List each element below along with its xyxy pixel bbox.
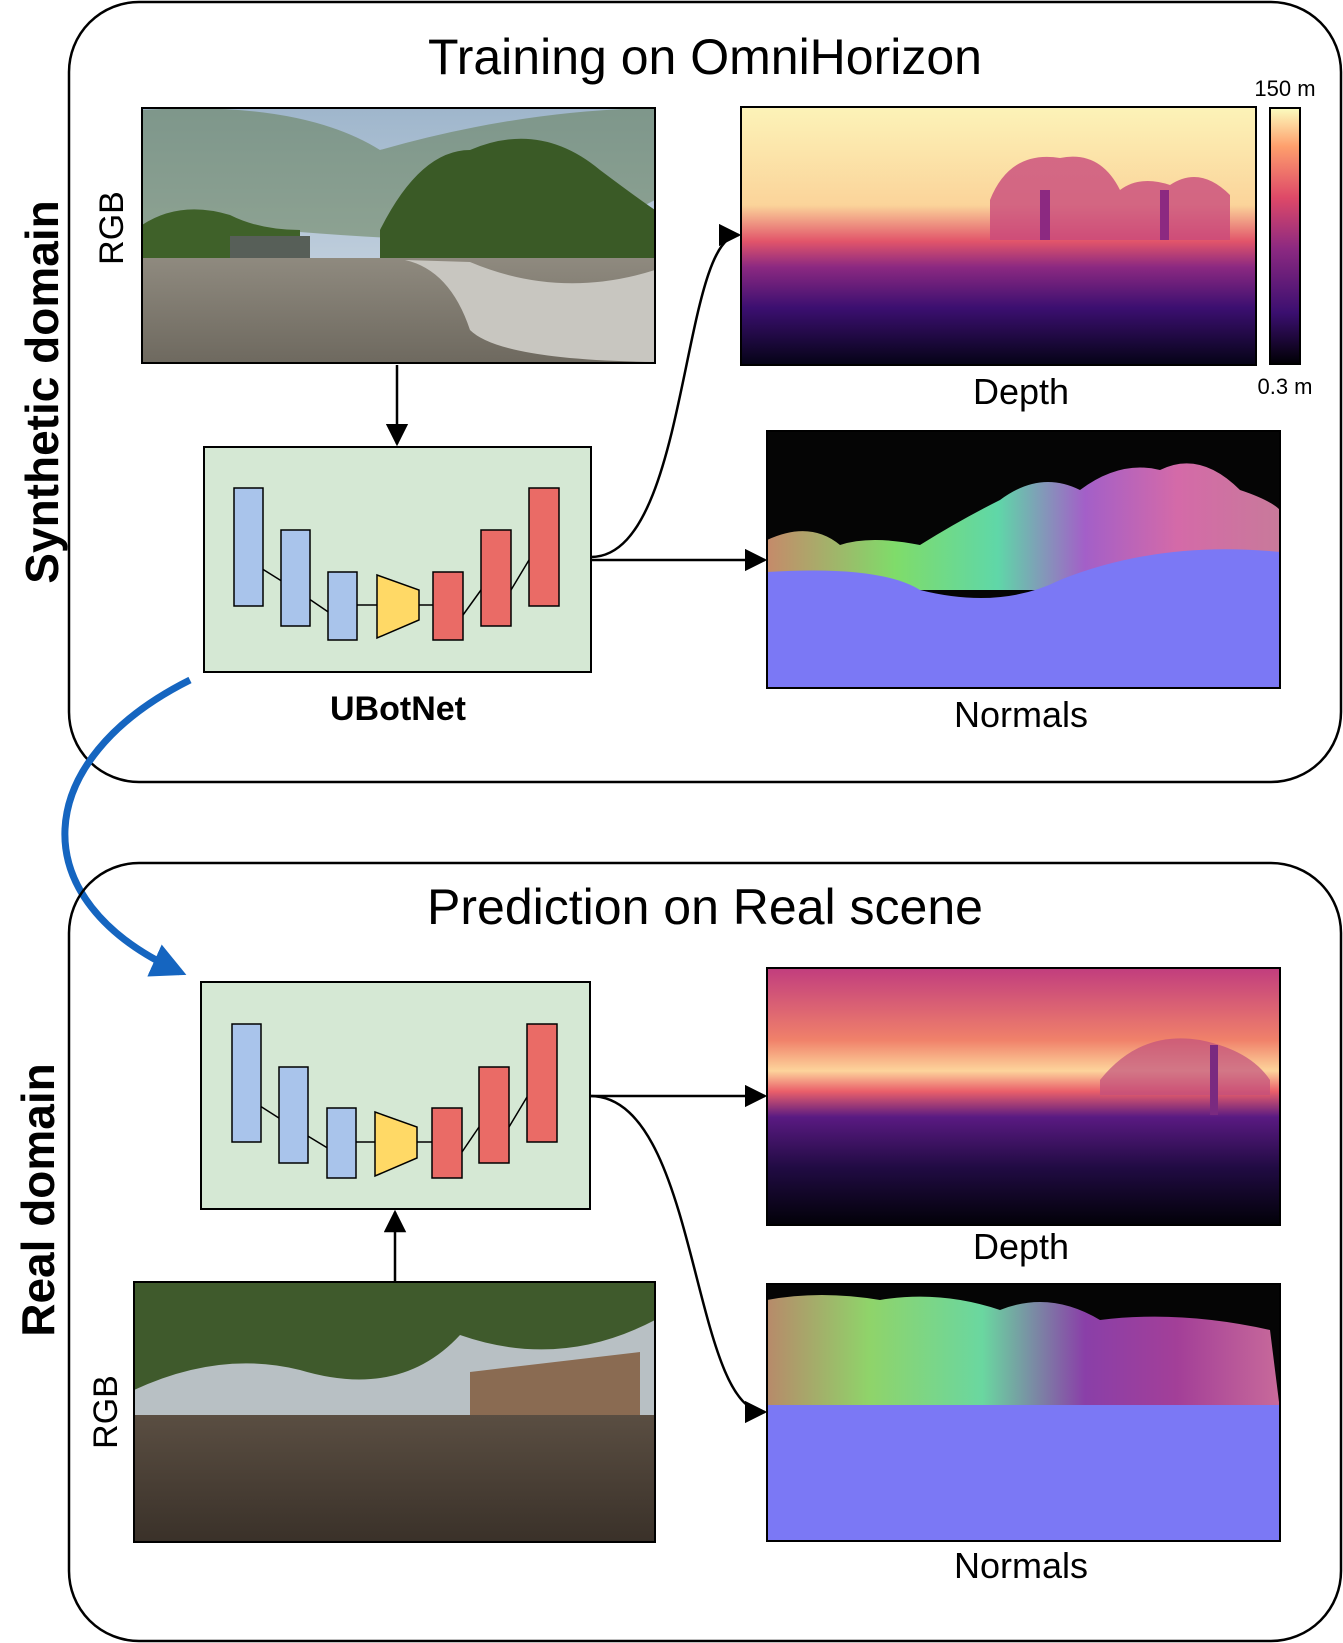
arrow-network-to-normals-real <box>589 1094 768 1424</box>
synthetic-depth-label: Depth <box>973 371 1069 412</box>
encoder-block-1 <box>233 487 264 607</box>
real-normals-image <box>766 1283 1281 1542</box>
depth-colorbar <box>1269 107 1301 365</box>
synthetic-panel-frame <box>67 0 1343 784</box>
synthetic-normals-image <box>766 430 1281 689</box>
decoder-block-2 <box>480 529 512 627</box>
decoder-block-1 <box>431 1107 463 1179</box>
real-panel-title: Prediction on Real scene <box>427 879 983 935</box>
colorbar-min-label: 0.3 m <box>1257 374 1312 399</box>
real-rgb-label: RGB <box>87 1375 125 1449</box>
arrow-network-to-depth <box>590 223 742 559</box>
ubotnet-label: UBotNet <box>330 690 466 728</box>
synthetic-domain-label: Synthetic domain <box>16 200 68 583</box>
real-panel-frame <box>67 861 1343 1643</box>
synthetic-rgb-label: RGB <box>93 191 131 265</box>
synthetic-ubotnet-block <box>203 446 592 673</box>
decoder-block-3 <box>528 487 560 607</box>
bottleneck-block <box>376 573 420 640</box>
real-domain-label: Real domain <box>12 1063 64 1337</box>
encoder-block-1 <box>231 1023 262 1143</box>
real-depth-label: Depth <box>973 1226 1069 1267</box>
domain-transfer-arrow <box>61 676 192 977</box>
decoder-block-3 <box>526 1023 558 1143</box>
decoder-block-1 <box>432 571 464 641</box>
real-normals-label: Normals <box>954 1545 1088 1586</box>
encoder-block-2 <box>280 529 311 627</box>
bottleneck-block <box>374 1110 418 1178</box>
synthetic-normals-label: Normals <box>954 694 1088 735</box>
encoder-block-2 <box>278 1066 309 1164</box>
encoder-block-3 <box>327 571 358 641</box>
colorbar-max-label: 150 m <box>1254 76 1315 101</box>
real-depth-image <box>766 967 1281 1226</box>
real-ubotnet-block <box>200 981 591 1210</box>
encoder-block-3 <box>326 1107 357 1179</box>
decoder-block-2 <box>478 1066 510 1164</box>
synthetic-depth-image <box>740 106 1257 366</box>
synthetic-panel-title: Training on OmniHorizon <box>428 29 982 85</box>
real-rgb-image <box>133 1281 656 1543</box>
synthetic-rgb-image <box>141 107 656 364</box>
